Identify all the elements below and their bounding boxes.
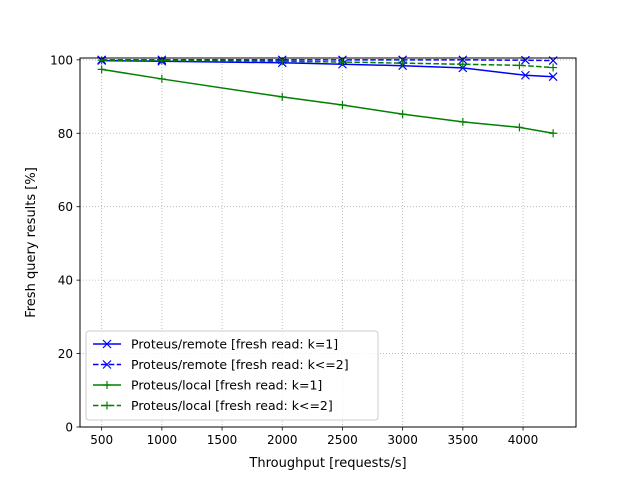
data-point-marker	[338, 58, 347, 67]
x-axis-ticks: 500 1000 1500 2000 2500 3000 3500 4000	[90, 427, 538, 447]
x-axis-label: Throughput [requests/s]	[248, 456, 406, 471]
data-point-marker	[515, 61, 524, 70]
x-tick-label: 4000	[508, 433, 539, 447]
data-point-marker	[458, 117, 467, 126]
data-point-marker	[549, 129, 558, 138]
data-point-marker	[398, 110, 407, 119]
y-tick-label: 40	[58, 274, 73, 288]
legend-label: Proteus/remote [fresh read: k<=2]	[131, 357, 349, 372]
data-point-marker	[157, 74, 166, 83]
data-point-marker	[548, 72, 558, 82]
legend-marker-sample	[102, 339, 112, 349]
legend-label: Proteus/local [fresh read: k<=2]	[131, 398, 333, 413]
legend-marker-sample	[103, 381, 111, 389]
x-tick-label: 500	[90, 433, 113, 447]
x-tick-label: 1500	[207, 433, 238, 447]
data-point-marker	[549, 63, 558, 72]
series-lines	[97, 55, 558, 138]
series-line	[101, 59, 554, 62]
plot-area-frame	[79, 57, 577, 428]
legend-entry: Proteus/local [fresh read: k<=2]	[93, 398, 333, 413]
y-tick-label: 0	[65, 421, 73, 435]
x-tick-label: 1000	[147, 433, 178, 447]
legend-box	[85, 330, 379, 421]
series-line	[101, 59, 554, 69]
data-point-marker	[458, 60, 467, 69]
y-axis-ticks: 0 20 40 60 80 100	[50, 53, 80, 435]
x-tick-label: 3500	[448, 433, 479, 447]
legend-entry: Proteus/local [fresh read: k=1]	[93, 378, 322, 393]
data-point-marker	[278, 57, 287, 66]
series-line	[101, 59, 554, 78]
data-point-marker	[97, 65, 106, 74]
y-tick-label: 20	[58, 347, 73, 361]
legend-label: Proteus/local [fresh read: k=1]	[131, 378, 322, 393]
legend-label: Proteus/remote [fresh read: k=1]	[131, 337, 338, 352]
data-point-marker	[398, 59, 407, 68]
series-3	[97, 65, 558, 138]
legend-marker-sample	[102, 360, 112, 369]
data-point-marker	[458, 55, 468, 65]
data-point-marker	[278, 92, 287, 101]
y-tick-label: 80	[58, 127, 73, 141]
x-tick-label: 3000	[387, 433, 418, 447]
data-point-marker	[515, 123, 524, 132]
y-axis-label: Fresh query results [%]	[24, 167, 39, 318]
y-tick-label: 60	[58, 200, 73, 214]
series-4	[97, 56, 558, 72]
x-tick-label: 2500	[327, 433, 358, 447]
legend-entry: Proteus/remote [fresh read: k<=2]	[93, 357, 349, 372]
data-point-marker	[521, 70, 530, 80]
legend: Proteus/remote [fresh read: k=1] Proteus/…	[85, 330, 379, 421]
data-point-marker	[338, 100, 347, 109]
y-tick-label: 100	[50, 53, 73, 67]
x-tick-label: 2000	[267, 433, 298, 447]
series-line	[101, 68, 554, 135]
legend-marker-sample	[103, 401, 111, 410]
legend-entry: Proteus/remote [fresh read: k=1]	[93, 337, 338, 352]
